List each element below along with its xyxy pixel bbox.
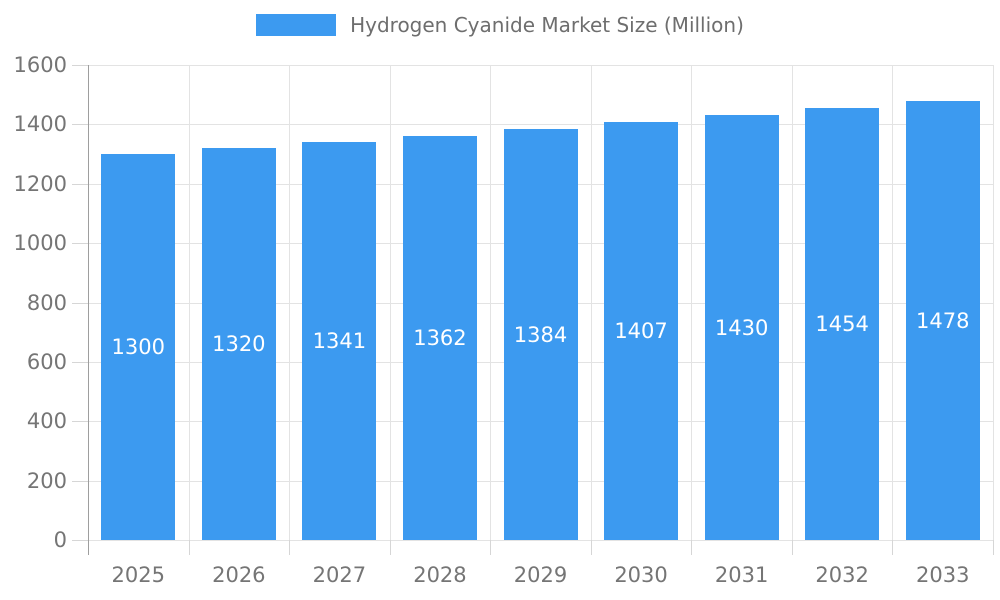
x-axis-tick-label: 2032 [815,563,869,587]
y-axis-tick-label: 1400 [13,112,67,137]
bar-value-label: 1478 [915,308,970,333]
y-axis-tick [72,480,88,482]
bar-2032[interactable]: 1454 [805,108,880,540]
y-axis-tick [72,124,88,126]
y-axis-tick [72,540,88,541]
bar-value-label: 1430 [714,315,769,340]
x-axis-tick [188,540,190,555]
horizontal-gridline [88,124,993,126]
x-axis-tick-label: 2025 [111,563,165,587]
x-axis-tick-label: 2031 [714,563,769,587]
bar-2028[interactable]: 1362 [402,135,477,540]
bar-2033[interactable]: 1478 [905,101,980,540]
x-axis-tick [289,540,291,555]
y-axis-tick-label: 1200 [13,171,67,196]
x-axis-tick-label: 2033 [915,563,970,587]
y-axis-line [88,65,89,555]
legend-label: Hydrogen Cyanide Market Size (Million) [350,13,744,37]
x-axis-tick-label: 2028 [413,563,467,587]
x-axis-tick-label: 2026 [212,563,266,587]
legend-item[interactable]: Hydrogen Cyanide Market Size (Million) [256,14,744,36]
x-axis-tick-label: 2029 [513,563,568,587]
horizontal-gridline [88,65,993,66]
x-axis-tick-label: 2027 [312,563,367,587]
y-axis-tick [72,243,88,245]
horizontal-gridline [88,540,993,541]
legend-swatch [256,14,337,36]
x-axis-tick [490,540,492,555]
bar-value-label: 1300 [111,335,165,360]
x-axis-tick [590,540,592,555]
bar-2029[interactable]: 1384 [503,129,578,540]
y-axis-tick-label: 0 [53,528,67,552]
y-axis-tick-label: 1600 [13,53,67,77]
y-axis-tick [72,421,88,423]
y-axis-tick-label: 1000 [13,231,67,256]
bar-value-label: 1341 [312,328,367,353]
bar-2026[interactable]: 1320 [201,148,276,540]
bar-2025[interactable]: 1300 [101,154,176,540]
y-axis-tick [72,65,88,66]
bar-2031[interactable]: 1430 [704,115,779,540]
y-axis-tick-label: 400 [26,409,67,434]
bar-value-label: 1362 [413,325,467,350]
x-axis-tick-label: 2030 [614,563,668,587]
x-axis-tick [791,540,793,555]
y-axis-tick-label: 600 [26,349,67,374]
x-axis-tick [389,540,391,555]
bar-value-label: 1384 [513,322,568,347]
y-axis-tick [72,302,88,304]
x-axis-tick [691,540,693,555]
chart-legend: Hydrogen Cyanide Market Size (Million) [0,14,1000,36]
vertical-gridline [993,65,994,540]
plot-area: 0 200 400 600 800 1000 1200 1400 1600 2025 2026 202… [14,53,994,587]
bar-value-label: 1407 [614,319,668,344]
y-axis-tick-label: 800 [26,290,67,315]
y-axis-tick [72,183,88,185]
bar-2030[interactable]: 1407 [604,122,679,540]
bar-value-label: 1454 [815,312,869,337]
y-axis-tick-label: 200 [26,468,67,493]
x-axis-tick [993,540,994,555]
bar-value-label: 1320 [212,332,266,357]
y-axis-tick [72,361,88,363]
x-axis-tick [892,540,894,555]
bar-2027[interactable]: 1341 [302,141,377,540]
